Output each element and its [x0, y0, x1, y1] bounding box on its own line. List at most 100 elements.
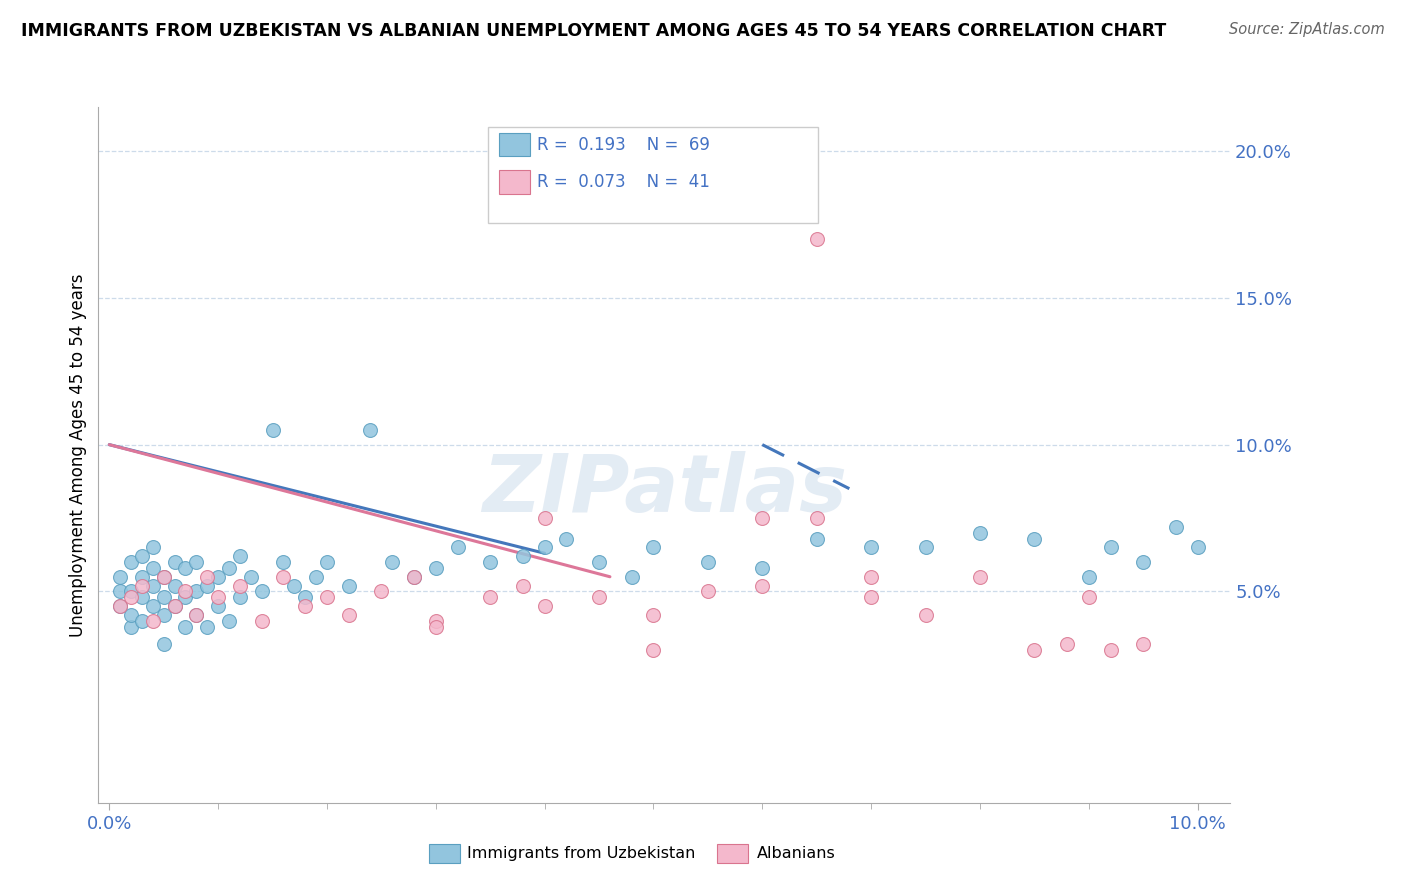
- Point: [337, 578, 360, 592]
- Point: [142, 614, 165, 628]
- Point: [643, 541, 665, 555]
- Point: [152, 570, 174, 584]
- Point: [479, 555, 502, 569]
- Point: [806, 232, 828, 246]
- Point: [620, 570, 643, 584]
- Text: ZIPatlas: ZIPatlas: [482, 450, 846, 529]
- Point: [969, 570, 991, 584]
- Point: [120, 584, 142, 599]
- Point: [218, 614, 240, 628]
- Point: [250, 584, 273, 599]
- Text: R =  0.073    N =  41: R = 0.073 N = 41: [537, 173, 710, 191]
- Point: [316, 591, 339, 605]
- Point: [1099, 643, 1122, 657]
- Point: [131, 549, 153, 564]
- Point: [163, 578, 186, 592]
- Point: [381, 555, 404, 569]
- Point: [152, 570, 174, 584]
- Text: IMMIGRANTS FROM UZBEKISTAN VS ALBANIAN UNEMPLOYMENT AMONG AGES 45 TO 54 YEARS CO: IMMIGRANTS FROM UZBEKISTAN VS ALBANIAN U…: [21, 22, 1167, 40]
- Point: [1132, 555, 1154, 569]
- Point: [131, 570, 153, 584]
- Point: [207, 599, 229, 613]
- Point: [273, 555, 295, 569]
- Point: [250, 614, 273, 628]
- Point: [186, 607, 208, 622]
- Point: [262, 423, 284, 437]
- Point: [108, 584, 131, 599]
- Point: [1164, 520, 1187, 534]
- Point: [108, 599, 131, 613]
- Point: [751, 578, 773, 592]
- Point: [108, 599, 131, 613]
- Text: Source: ZipAtlas.com: Source: ZipAtlas.com: [1229, 22, 1385, 37]
- Point: [360, 423, 382, 437]
- Point: [207, 570, 229, 584]
- Point: [239, 570, 262, 584]
- Point: [337, 607, 360, 622]
- Point: [186, 555, 208, 569]
- Point: [120, 591, 142, 605]
- Point: [914, 607, 936, 622]
- Point: [229, 591, 252, 605]
- Point: [283, 578, 305, 592]
- Point: [120, 620, 142, 634]
- Point: [533, 599, 555, 613]
- Point: [195, 578, 218, 592]
- Point: [163, 599, 186, 613]
- Point: [305, 570, 328, 584]
- Point: [174, 620, 197, 634]
- Point: [163, 599, 186, 613]
- Point: [512, 549, 534, 564]
- Point: [174, 584, 197, 599]
- Point: [370, 584, 392, 599]
- Text: Immigrants from Uzbekistan: Immigrants from Uzbekistan: [467, 847, 695, 861]
- Point: [1077, 570, 1099, 584]
- Point: [860, 541, 883, 555]
- Point: [860, 591, 883, 605]
- Point: [108, 570, 131, 584]
- Point: [195, 620, 218, 634]
- Point: [969, 525, 991, 540]
- Point: [402, 570, 425, 584]
- Point: [195, 570, 218, 584]
- Point: [294, 599, 316, 613]
- Text: Albanians: Albanians: [756, 847, 835, 861]
- Point: [479, 591, 502, 605]
- Point: [142, 599, 165, 613]
- Point: [696, 555, 718, 569]
- Point: [588, 555, 610, 569]
- Point: [273, 570, 295, 584]
- Point: [1099, 541, 1122, 555]
- Point: [446, 541, 468, 555]
- Point: [751, 561, 773, 575]
- Point: [163, 555, 186, 569]
- Point: [425, 614, 447, 628]
- Point: [229, 578, 252, 592]
- Point: [533, 511, 555, 525]
- Point: [425, 620, 447, 634]
- Point: [207, 591, 229, 605]
- Point: [806, 511, 828, 525]
- Point: [120, 607, 142, 622]
- Point: [914, 541, 936, 555]
- Y-axis label: Unemployment Among Ages 45 to 54 years: Unemployment Among Ages 45 to 54 years: [69, 273, 87, 637]
- Point: [174, 591, 197, 605]
- Point: [1132, 637, 1154, 651]
- Point: [1024, 643, 1046, 657]
- Point: [131, 578, 153, 592]
- Point: [751, 511, 773, 525]
- Point: [142, 541, 165, 555]
- Point: [131, 591, 153, 605]
- Point: [174, 561, 197, 575]
- Point: [555, 532, 578, 546]
- Point: [402, 570, 425, 584]
- Point: [1077, 591, 1099, 605]
- Point: [131, 614, 153, 628]
- Point: [142, 561, 165, 575]
- Point: [152, 637, 174, 651]
- Point: [1187, 541, 1209, 555]
- Point: [588, 591, 610, 605]
- Point: [120, 555, 142, 569]
- Point: [1056, 637, 1078, 651]
- Point: [229, 549, 252, 564]
